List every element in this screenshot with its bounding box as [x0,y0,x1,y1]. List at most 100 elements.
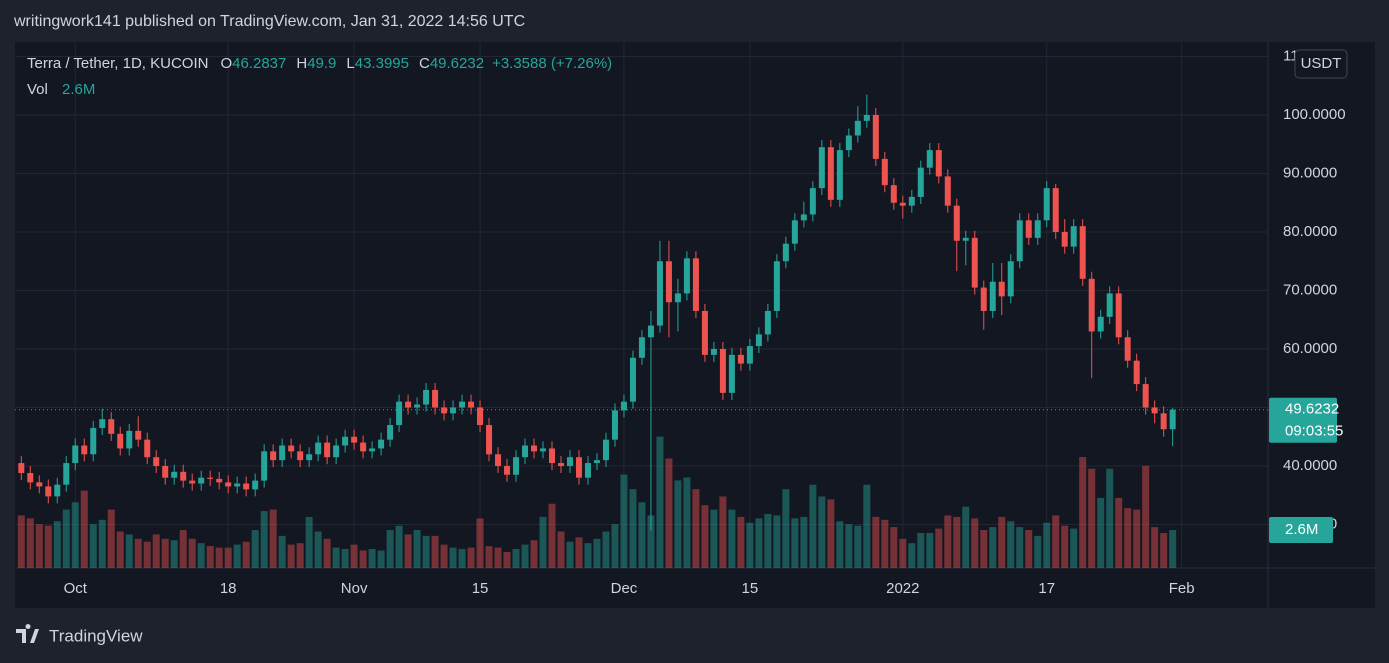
volume-bar [980,530,988,568]
volume-bar [521,544,529,568]
candle-body [135,430,142,440]
candle-body [1151,407,1158,414]
candle-body [27,473,34,483]
candle-body [477,407,484,426]
candle-body [1079,226,1086,279]
candle-body [917,167,924,197]
candle-body [1043,188,1050,221]
volume-bar [377,550,385,568]
candle-body [1007,261,1014,297]
volume-bar [188,538,196,568]
candle-body [926,150,933,168]
volume-bar [179,530,187,568]
candle-body [36,482,43,487]
candle-body [459,401,466,408]
volume-bar [476,518,484,568]
volume-bar [1169,530,1177,568]
candle-body [342,436,349,446]
candle-body [441,407,448,414]
candle-body [782,243,789,262]
candle-body [1034,220,1041,238]
volume-bar [557,531,565,568]
volume-bar [917,532,925,568]
candle-body [144,439,151,458]
volume-bar [1124,508,1132,568]
candle-body [234,483,241,487]
candle-body [90,427,97,455]
candle-body [1142,384,1149,408]
candle-body [611,410,618,440]
volume-bar [539,516,547,568]
volume-bar [530,540,538,568]
volume-bar [926,532,934,568]
candle-body [432,389,439,408]
volume-bar [305,516,313,568]
volume-bar [710,509,718,568]
candle-body [980,287,987,311]
volume-bar [782,489,790,568]
volume-bar [971,518,979,568]
candle-body [72,445,79,464]
candle-body [674,293,681,303]
volume-bar [683,477,691,568]
volume-bar [89,524,97,568]
volume-bar [638,502,646,568]
volume-bar [728,509,736,568]
candle-body [450,407,457,414]
volume-bar [827,499,835,568]
chart-pane [15,42,1375,608]
candle-body [540,448,547,452]
volume-bar [746,522,754,568]
volume-bar [413,530,421,568]
volume-bar [1142,465,1150,568]
brand: TradingView [16,624,143,645]
volume-bar [872,516,880,568]
volume-bar [692,489,700,568]
volume-bar [1115,497,1123,568]
brand-logo [16,624,39,643]
change: +3.3588 (+7.26%) [492,55,612,72]
volume-bar [422,535,430,568]
volume-bar [1088,468,1096,568]
currency-badge [1294,49,1348,79]
candle-body [180,471,187,481]
volume-bar [1061,525,1069,568]
x-tick-label: 15 [472,580,489,597]
volume-bar [26,518,34,568]
candle-body [333,445,340,458]
volume-bar [908,543,916,568]
published-note: writingwork141 published on TradingView.… [13,13,525,30]
candle-body [54,484,61,497]
candle-body [773,261,780,311]
candle-body [845,135,852,151]
candle-body [153,457,160,466]
candle-body [1133,360,1140,385]
candle-body [1106,293,1113,317]
volume-bar [575,537,583,568]
volume-bar [314,531,322,568]
candle-body [423,389,430,405]
candle-body [692,258,699,311]
candle-body [809,188,816,215]
candle-body [261,451,268,481]
volume-bar [17,515,25,568]
candle-body [216,478,223,483]
y-tick-label: 70.0000 [1283,281,1337,298]
candle-body [126,430,133,449]
volume-bar [1034,535,1042,568]
candle-body [1115,293,1122,338]
volume-bar [431,535,439,568]
volume-bar [620,474,628,568]
volume-bar [719,496,727,568]
volume-bar [809,484,817,568]
volume-bar [224,547,232,568]
candle-body [818,147,825,189]
candle-body [962,237,969,241]
ohlc-key: L [346,55,354,72]
volume-bar [62,509,70,568]
volume-bar [260,511,268,568]
candle-body [647,325,654,338]
candle-body [279,445,286,461]
last-price-label: 49.6232 [1285,401,1339,418]
